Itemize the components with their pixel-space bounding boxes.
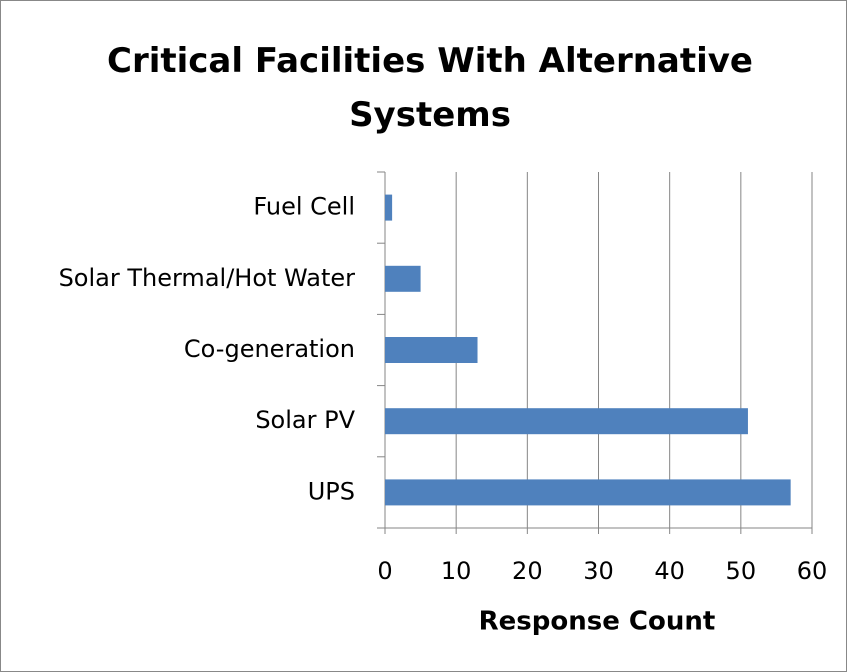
bar xyxy=(385,194,393,221)
y-tick-label: UPS xyxy=(308,477,355,505)
y-tick-label: Co-generation xyxy=(184,335,355,363)
bar xyxy=(385,408,748,435)
y-tick-label: Solar PV xyxy=(255,406,355,434)
bar xyxy=(385,265,421,292)
x-tick-label: 60 xyxy=(797,557,828,585)
bar xyxy=(385,479,791,506)
bar xyxy=(385,337,478,363)
x-tick-label: 20 xyxy=(512,557,543,585)
chart-title: Critical Facilities With Alternative Sys… xyxy=(107,41,753,135)
y-tick-label: Solar Thermal/Hot Water xyxy=(59,264,356,292)
x-tick-label: 30 xyxy=(583,557,614,585)
x-tick-label: 50 xyxy=(726,557,757,585)
x-tick-label: 0 xyxy=(377,557,392,585)
x-axis-title: Response Count xyxy=(479,607,716,637)
y-tick-label: Fuel Cell xyxy=(253,193,355,221)
x-tick-label: 10 xyxy=(441,557,472,585)
x-tick-label: 40 xyxy=(654,557,685,585)
